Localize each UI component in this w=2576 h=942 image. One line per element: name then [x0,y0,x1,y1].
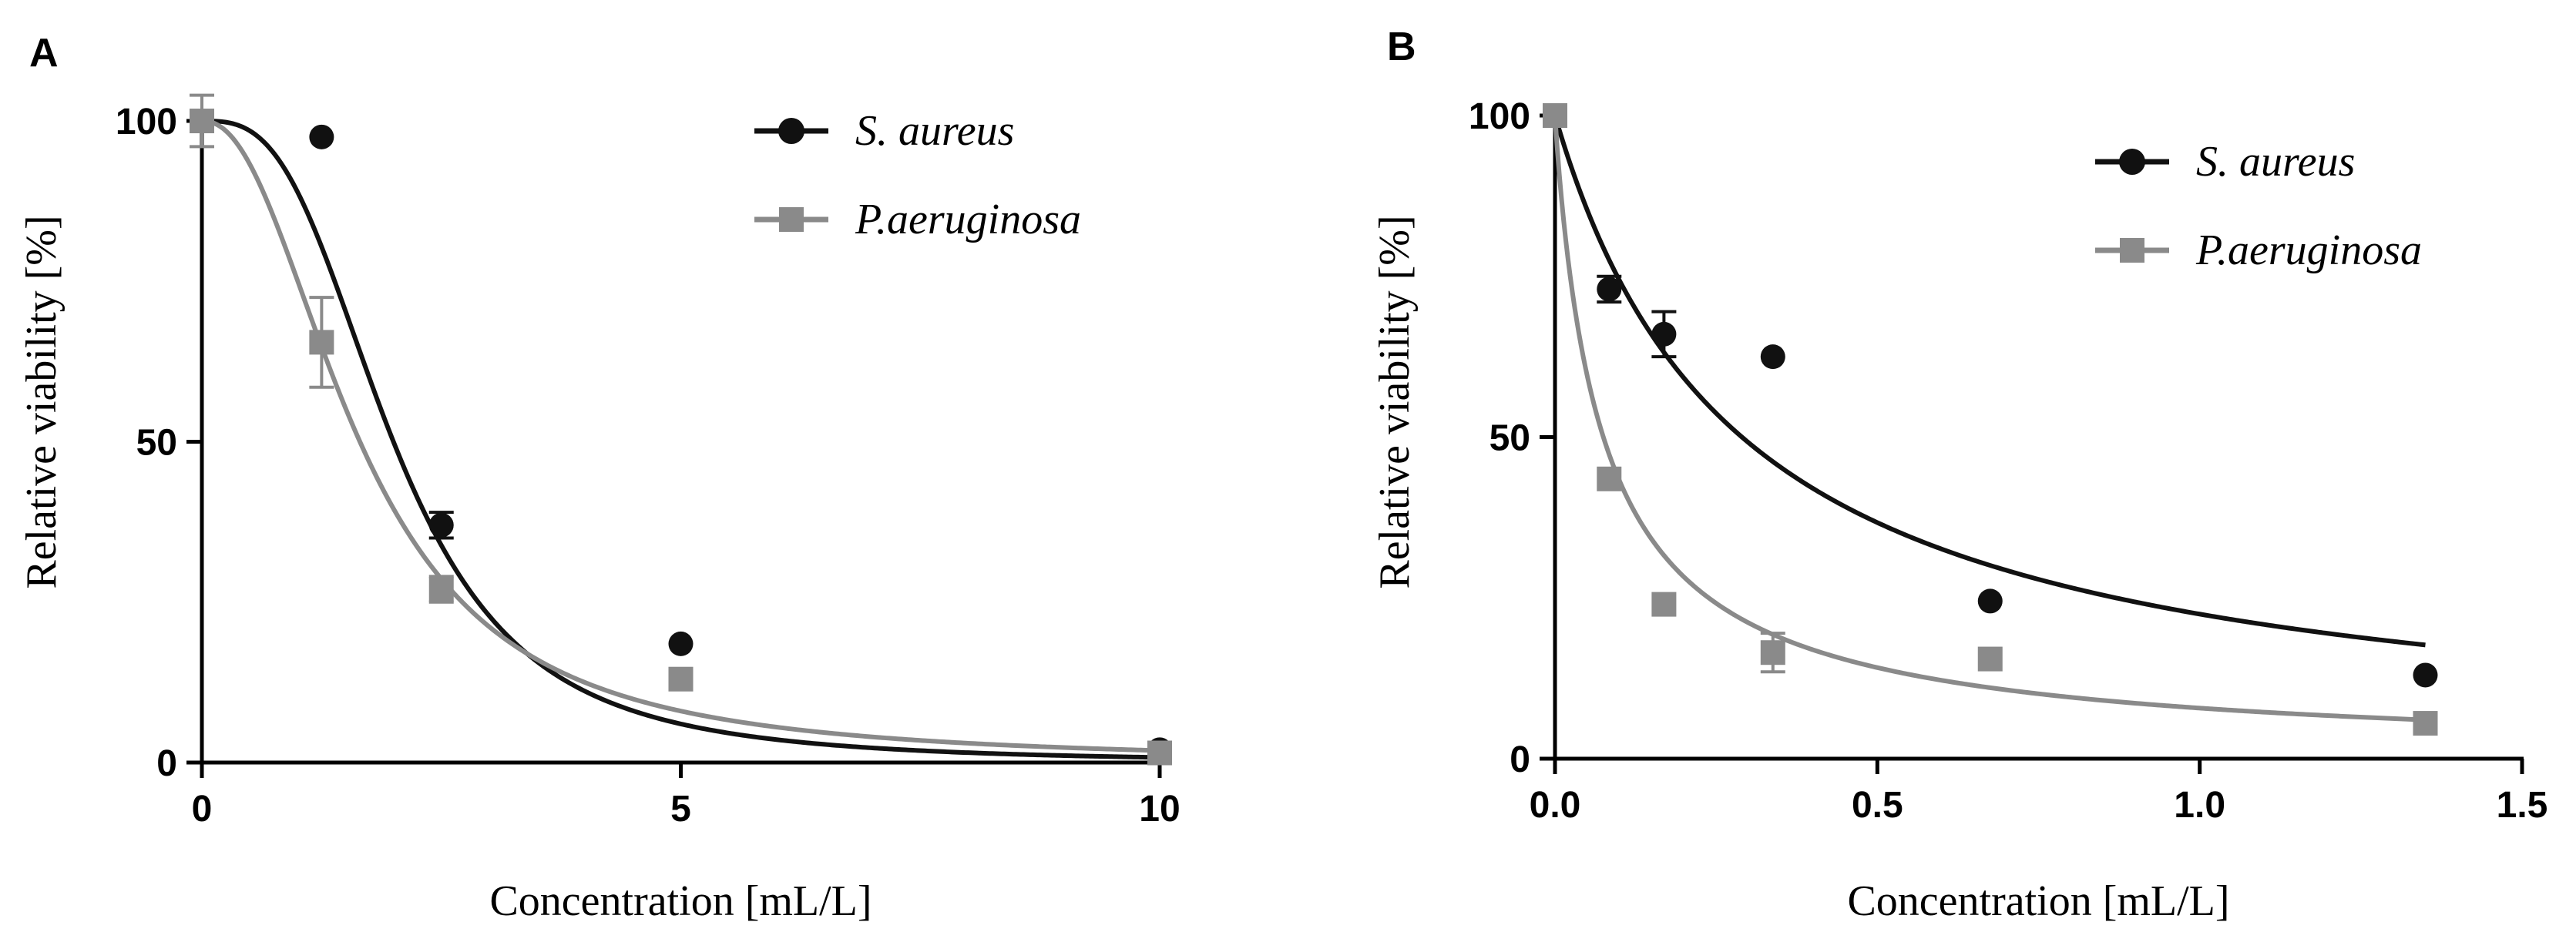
legend-label-s-aureus: S. aureus [855,107,1014,155]
legend-label-p-aeruginosa: P.aeruginosa [2195,226,2422,274]
data-point-p-aeruginosa [1147,740,1172,766]
data-point-s-aureus [428,512,454,538]
y-axis-label: Relative viability [%] [18,215,65,588]
panel-b-chart: 0.0 0.5 1.0 1.5 0 50 100 Concentration [mL/L] Re… [1371,96,2547,925]
y-tick-label: 0 [156,743,177,784]
x-tick-label: 0 [192,789,213,830]
x-axis-label: Concentration [mL/L] [1847,877,2229,925]
fit-curve-p-aeruginosa [201,119,1160,753]
data-point-s-aureus [668,631,694,656]
fit-curve-p-aeruginosa [1553,115,2426,722]
y-tick-label: 50 [136,423,177,464]
y-tick-label: 100 [1469,96,1530,137]
legend-label-p-aeruginosa: P.aeruginosa [855,196,1081,243]
panel-a-label: A [29,31,59,75]
legend-label-s-aureus: S. aureus [2196,138,2355,186]
data-point-p-aeruginosa [428,577,454,602]
data-point-s-aureus [309,124,334,149]
fit-curve-s-aureus [1553,115,2426,648]
x-tick-label: 0.5 [1852,785,1903,826]
x-tick-label: 1.5 [2497,785,2548,826]
data-point-p-aeruginosa [668,666,694,692]
data-point-p-aeruginosa [1651,592,1677,617]
y-axis-label: Relative viability [%] [1371,215,1419,588]
x-tick-label: 0.0 [1530,785,1581,826]
y-tick-label: 0 [1510,739,1530,780]
data-point-s-aureus [1651,321,1677,347]
data-point-s-aureus [1597,277,1622,302]
y-tick-label: 50 [1490,418,1530,459]
legend-marker-s-aureus [778,118,804,144]
data-point-p-aeruginosa [1760,640,1785,665]
data-point-p-aeruginosa [190,109,214,133]
data-point-s-aureus [1977,588,2003,614]
data-point-s-aureus [1760,344,1785,370]
x-axis-label: Concentration [mL/L] [489,877,872,925]
x-tick-label: 5 [670,789,691,830]
data-point-p-aeruginosa [2413,711,2438,736]
x-tick-label: 10 [1139,789,1180,830]
data-point-s-aureus [2413,662,2438,688]
legend-marker-p-aeruginosa [2120,238,2144,263]
fit-curve-s-aureus [202,119,1160,760]
data-point-p-aeruginosa [1543,103,1567,128]
y-tick-label: 100 [116,102,177,142]
legend-marker-s-aureus [2119,149,2145,175]
x-tick-label: 1.0 [2174,785,2225,826]
data-point-p-aeruginosa [1597,466,1622,491]
legend-marker-p-aeruginosa [779,207,804,232]
panel-b-label: B [1387,25,1416,69]
data-point-p-aeruginosa [1977,646,2003,672]
data-point-p-aeruginosa [309,330,334,355]
